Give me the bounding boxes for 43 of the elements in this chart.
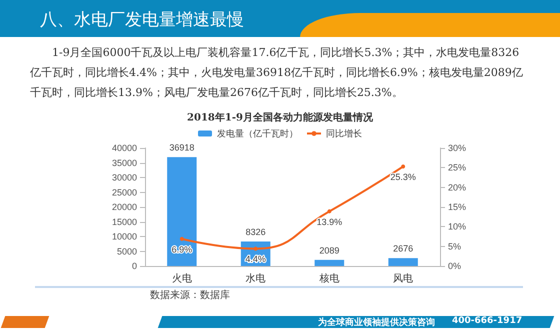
data-label: 2676	[393, 244, 414, 254]
text: 400-666-1917	[452, 316, 522, 326]
y-tick-label: 10000	[112, 232, 137, 242]
chart-title: 2018年1-9月全国各动力能源发电量情况	[187, 112, 374, 124]
bar	[388, 258, 418, 266]
data-label: 6.9%	[172, 244, 192, 254]
data-label: 8326	[246, 226, 266, 237]
x-tick-label: 火电	[172, 272, 192, 284]
point	[401, 164, 406, 168]
y-tick-label: 20000	[112, 202, 137, 212]
y-tick-label: 0	[132, 261, 137, 271]
y-tick-label: 30000	[112, 172, 137, 182]
chart-subtitle: 1-9月全国6000千瓦及以上电厂装机容量17.6亿千瓦，同比增长5.3%；其中，水电发电量8326亿千瓦时，同比增长4.4%；其中，火电发电量36918亿千瓦时，同比增长6.9%；核电发电量2089亿千瓦时，同比增长13.9%；风电厂发电量2676亿千瓦时，同比增长25.3%。	[30, 45, 524, 101]
bar	[167, 157, 197, 266]
legend-label: 发电量（亿千瓦时）	[217, 128, 298, 138]
data-label: 4.4%	[245, 254, 266, 264]
data-label: 25.3%	[390, 172, 416, 182]
y-tick-label: 5000	[116, 246, 137, 256]
text: 为全球商业领袖提供决策咨询	[318, 316, 435, 329]
source-note: 数据来源：数据库	[150, 288, 230, 302]
data-label: 36918	[169, 142, 194, 153]
y2-tick-label: 0%	[448, 261, 462, 271]
data-label: 2089	[319, 245, 340, 256]
y-tick-label: 25000	[112, 187, 137, 198]
x-tick-label: 水电	[246, 272, 266, 284]
bar	[314, 260, 344, 266]
y-tick-label: 40000	[112, 143, 137, 153]
y-tick-label: 15000	[112, 216, 137, 227]
data-label: 13.9%	[316, 216, 342, 227]
y2-tick-label: 10%	[448, 222, 466, 232]
y-tick-label: 35000	[112, 158, 137, 168]
y2-tick-label: 15%	[448, 202, 466, 212]
y2-tick-label: 5%	[448, 241, 462, 252]
legend-label: 同比增长	[326, 128, 362, 138]
x-tick-label: 核电	[318, 272, 340, 284]
text: 八、水电厂发电量增速最慢	[40, 9, 244, 31]
point	[327, 209, 332, 214]
y2-tick-label: 25%	[448, 162, 466, 173]
y2-tick-label: 20%	[448, 182, 466, 192]
y2-tick-label: 30%	[448, 143, 466, 153]
point	[180, 236, 184, 241]
point	[254, 246, 258, 251]
x-tick-label: 风电	[393, 272, 414, 284]
